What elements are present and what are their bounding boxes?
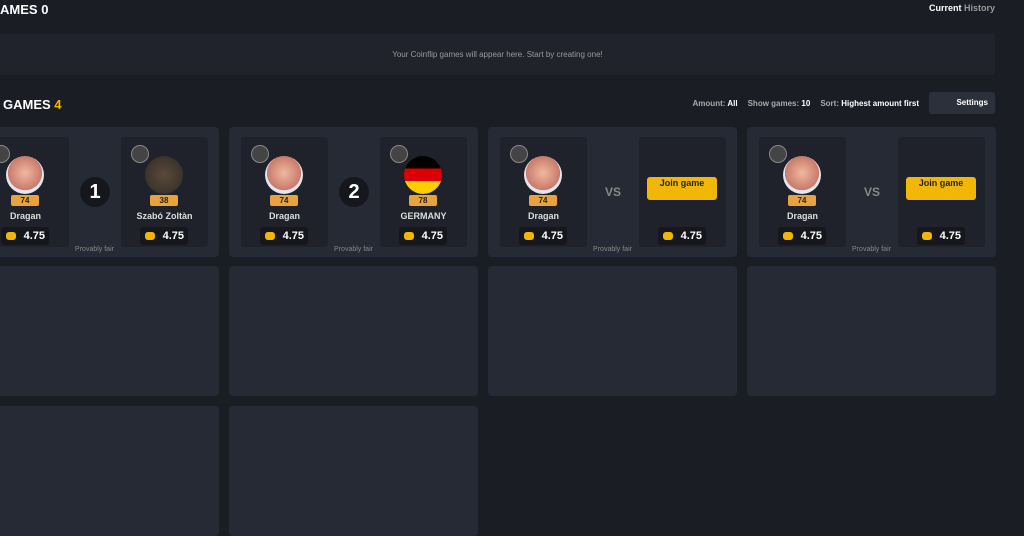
- count: 0: [41, 2, 49, 17]
- empty-card: [0, 266, 219, 396]
- filter-value: Highest amount first: [841, 99, 919, 108]
- round-indicator: VS: [863, 185, 880, 199]
- empty-card: [229, 266, 478, 396]
- avatar: [6, 156, 44, 194]
- round-indicator: 1: [80, 177, 110, 207]
- rank-icon: [390, 145, 408, 163]
- empty-panel: Your Coinflip games will appear here. St…: [0, 34, 995, 75]
- settings-button[interactable]: Settings: [929, 92, 995, 114]
- rank-icon: [251, 145, 269, 163]
- amount: 4.75: [658, 227, 706, 245]
- amount: 4.75: [917, 227, 965, 245]
- level-badge: 38: [150, 195, 178, 206]
- player-name: Dragan: [9, 211, 41, 221]
- player-panel: 78 GERMANY 4.75: [380, 137, 467, 247]
- amount: 4.75: [1, 227, 49, 245]
- avatar: [265, 156, 303, 194]
- amount: 4.75: [140, 227, 188, 245]
- rank-icon: [769, 145, 787, 163]
- level-badge: 74: [788, 195, 816, 206]
- title: AMES: [0, 2, 38, 17]
- filter-label: Sort:: [820, 99, 839, 108]
- tab[interactable]: History: [963, 3, 995, 13]
- filter-label: Amount:: [692, 99, 726, 108]
- provably-fair: Provably fair: [852, 246, 891, 253]
- section-title: AMES 0: [0, 2, 48, 17]
- player-name: Dragan: [527, 211, 559, 221]
- filter[interactable]: Sort: Highest amount first: [820, 99, 919, 108]
- empty-message: Your Coinflip games will appear here. St…: [392, 50, 603, 59]
- player-panel: Join game 4.75: [639, 137, 726, 247]
- avatar: [145, 156, 183, 194]
- count: 4: [54, 97, 62, 112]
- filter[interactable]: Show games: 10: [748, 99, 811, 108]
- avatar: [524, 156, 562, 194]
- game-card: 74 Dragan 4.75 38 Szabó Zoltàn 4.75 1 Provably …: [0, 127, 219, 257]
- provably-fair: Provably fair: [334, 246, 373, 253]
- player-panel: Join game 4.75: [898, 137, 985, 247]
- game-card: 74 Dragan 4.75 Join game 4.75 VS Provably fair: [488, 127, 737, 257]
- amount: 4.75: [778, 227, 826, 245]
- player-panel: 74 Dragan 4.75: [759, 137, 846, 247]
- amount: 4.75: [260, 227, 308, 245]
- game-card: 74 Dragan 4.75 78 GERMANY 4.75 2 Provably fair: [229, 127, 478, 257]
- player-panel: 38 Szabó Zoltàn 4.75: [121, 137, 208, 247]
- empty-card: [229, 406, 478, 536]
- rank-icon: [510, 145, 528, 163]
- join-button[interactable]: Join game: [647, 177, 717, 200]
- avatar: [783, 156, 821, 194]
- tabs: Current History: [929, 3, 995, 13]
- amount: 4.75: [399, 227, 447, 245]
- amount: 4.75: [519, 227, 567, 245]
- empty-card: [747, 266, 996, 396]
- player-panel: 74 Dragan 4.75: [0, 137, 69, 247]
- player-name: Szabó Zoltàn: [136, 211, 193, 221]
- provably-fair: Provably fair: [593, 246, 632, 253]
- filter-value: 10: [801, 99, 811, 108]
- level-badge: 74: [270, 195, 298, 206]
- section-title: GAMES 4: [3, 97, 62, 112]
- join-button[interactable]: Join game: [906, 177, 976, 200]
- player-name: Dragan: [786, 211, 818, 221]
- level-badge: 74: [529, 195, 557, 206]
- tab[interactable]: Current: [928, 3, 962, 13]
- filter-value: All: [727, 99, 738, 108]
- game-card: 74 Dragan 4.75 Join game 4.75 VS Provably fair: [747, 127, 996, 257]
- round-indicator: VS: [604, 185, 621, 199]
- filter[interactable]: Amount: All: [693, 99, 738, 108]
- level-badge: 74: [11, 195, 39, 206]
- filters: Amount: All Show games: 10 Sort: Highest a…: [693, 99, 919, 108]
- label: Settings: [956, 98, 988, 107]
- empty-card: [0, 406, 219, 536]
- rank-icon: [0, 145, 10, 163]
- avatar: [404, 156, 442, 194]
- filter-label: Show games:: [747, 99, 800, 108]
- round-indicator: 2: [339, 177, 369, 207]
- empty-card: [488, 266, 737, 396]
- rank-icon: [131, 145, 149, 163]
- provably-fair: Provably fair: [75, 246, 114, 253]
- level-badge: 78: [409, 195, 437, 206]
- player-panel: 74 Dragan 4.75: [500, 137, 587, 247]
- player-name: Dragan: [268, 211, 300, 221]
- player-name: GERMANY: [400, 211, 447, 221]
- title: GAMES: [3, 97, 51, 112]
- player-panel: 74 Dragan 4.75: [241, 137, 328, 247]
- page: AMES 0 Current History Your Coinflip gam…: [0, 2, 996, 536]
